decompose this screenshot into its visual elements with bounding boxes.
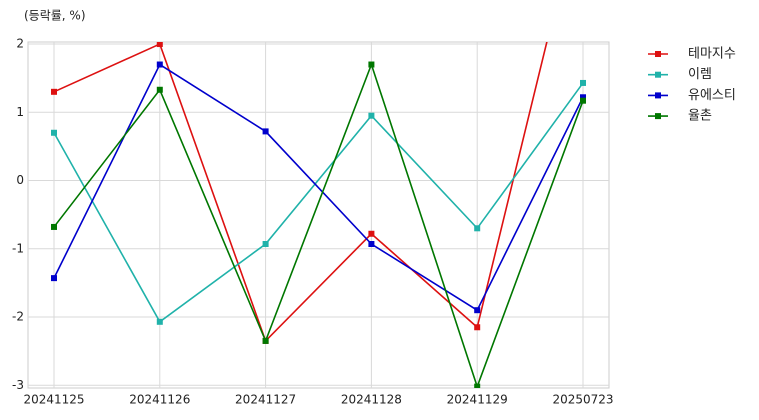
marker xyxy=(368,241,375,248)
legend-label: 이렘 xyxy=(688,67,712,82)
marker xyxy=(156,61,163,68)
marker xyxy=(474,324,481,331)
marker xyxy=(580,97,586,104)
y-tick-label: 0 xyxy=(16,173,24,187)
y-tick-label: -3 xyxy=(12,378,24,392)
y-tick-label: -2 xyxy=(12,310,24,324)
y-tick-label: -1 xyxy=(12,241,24,255)
x-tick-label: 20241128 xyxy=(341,393,402,407)
marker xyxy=(580,79,586,86)
line xyxy=(53,82,584,323)
marker xyxy=(51,88,57,95)
series-group xyxy=(51,42,586,388)
x-tick-label: 20241126 xyxy=(129,393,190,407)
y-axis-label: (등락률, %) xyxy=(24,9,86,23)
marker xyxy=(474,225,481,232)
marker xyxy=(262,337,269,344)
x-tick-label: 20241129 xyxy=(447,393,508,407)
marker xyxy=(51,129,57,136)
line xyxy=(53,63,584,312)
marker xyxy=(368,112,375,119)
legend-label: 율촌 xyxy=(688,109,712,124)
marker xyxy=(368,61,375,68)
marker xyxy=(156,318,163,325)
marker xyxy=(262,128,269,135)
marker xyxy=(580,94,586,101)
y-tick-label: 1 xyxy=(16,105,24,119)
legend-marker xyxy=(655,113,661,120)
marker xyxy=(262,241,269,248)
line xyxy=(53,62,584,388)
x-tick-label: 20241127 xyxy=(235,393,296,407)
legend-marker xyxy=(655,71,661,78)
x-tick-label: 20250723 xyxy=(552,393,613,407)
plot-area xyxy=(27,41,610,389)
marker xyxy=(474,383,481,388)
legend-marker xyxy=(655,51,661,57)
legend-label: 테마지수 xyxy=(688,47,736,62)
marker xyxy=(51,275,57,282)
marker xyxy=(368,230,375,237)
marker xyxy=(51,223,57,230)
legend-marker xyxy=(655,92,661,99)
legend-label: 유에스티 xyxy=(688,88,736,103)
line xyxy=(53,42,548,343)
x-tick-label: 20241125 xyxy=(23,393,84,407)
marker xyxy=(156,86,163,93)
y-tick-label: 2 xyxy=(16,37,24,51)
marker xyxy=(156,42,163,48)
marker xyxy=(474,307,481,314)
